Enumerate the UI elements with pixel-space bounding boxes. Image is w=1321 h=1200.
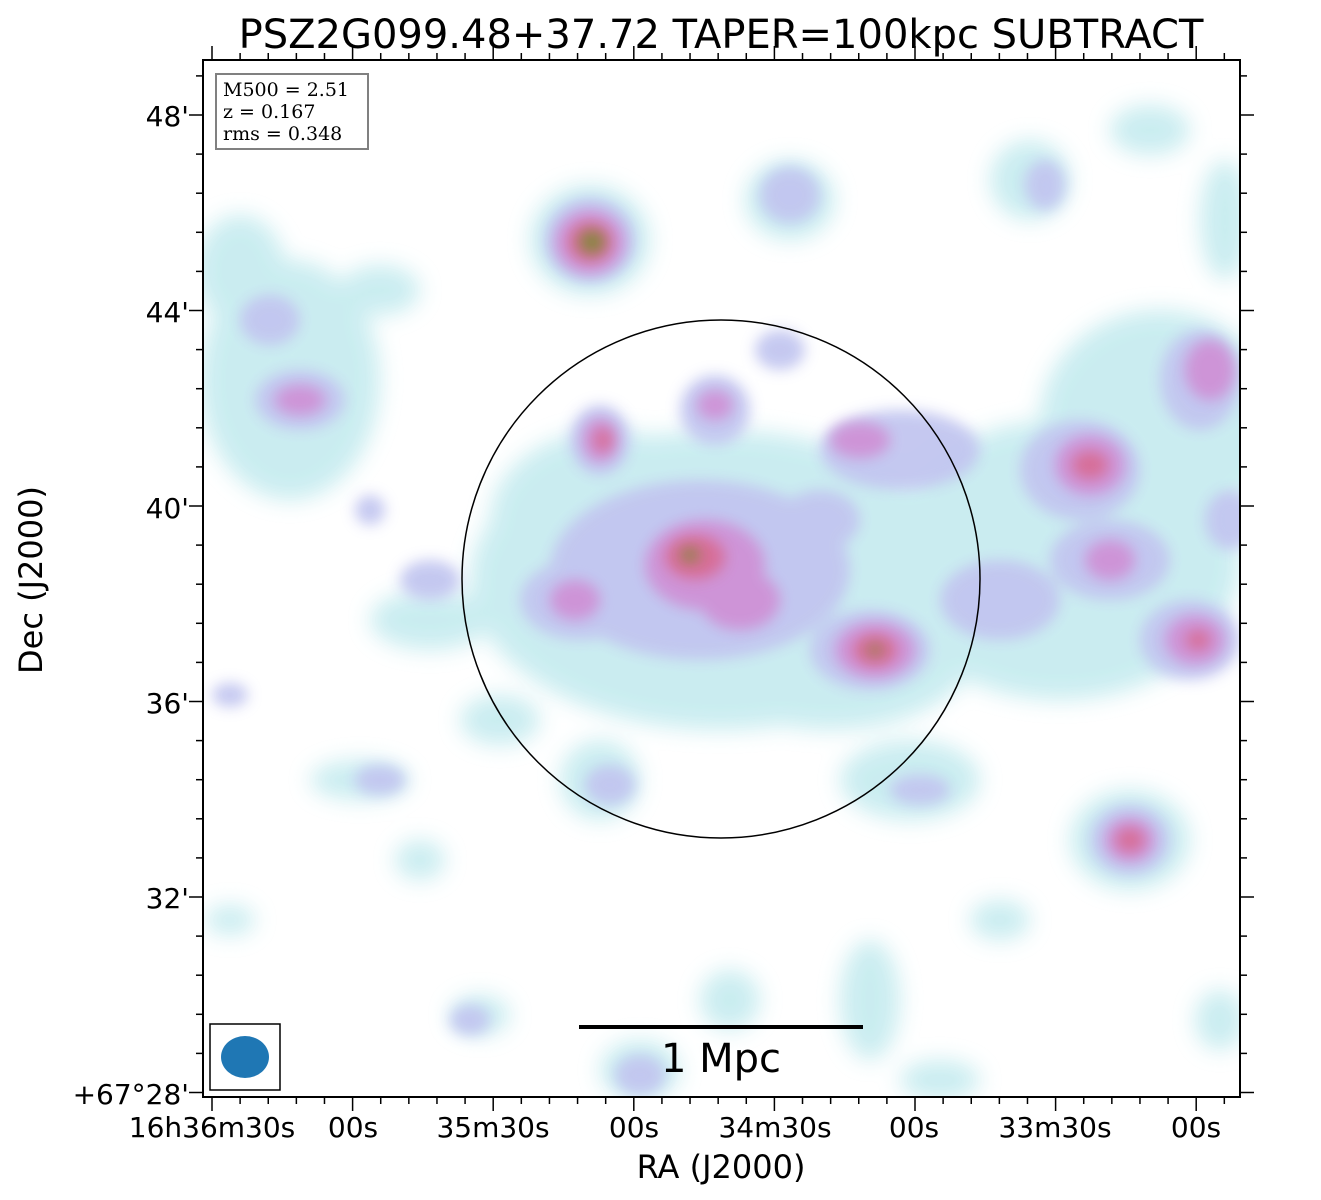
y-tick-label: 48': [146, 100, 189, 133]
y-tick-labels: 48' 44' 40' 36' 32' +67°28': [73, 100, 189, 1111]
y-tick-label: 40': [146, 492, 189, 525]
figure-title: PSZ2G099.48+37.72 TAPER=100kpc SUBTRACT: [239, 12, 1204, 58]
info-box: M500 = 2.51 z = 0.167 rms = 0.348: [215, 73, 369, 150]
emission-peak-layer: [579, 230, 882, 655]
x-tick-label: 00s: [609, 1111, 659, 1144]
x-axis-label: RA (J2000): [637, 1148, 806, 1186]
info-redshift: z = 0.167: [223, 101, 315, 123]
plot-area: 1 Mpc M500 = 2.51 z = 0.167 rms = 0.348: [202, 59, 1241, 1098]
scale-bar-label: 1 Mpc: [661, 1036, 781, 1082]
y-tick-label: +67°28': [73, 1078, 189, 1111]
info-rms: rms = 0.348: [223, 123, 342, 145]
emission-map: [203, 105, 1240, 1097]
x-tick-label: 00s: [328, 1111, 378, 1144]
y-tick-label: 44': [146, 296, 189, 329]
y-axis-label: Dec (J2000): [12, 486, 50, 674]
info-m500: M500 = 2.51: [223, 79, 349, 101]
x-tick-labels: 16h36m30s 00s 35m30s 00s 34m30s 00s 33m3…: [129, 1111, 1221, 1144]
axis-ticks: [189, 46, 1254, 1111]
x-tick-label: 00s: [1171, 1111, 1221, 1144]
x-tick-label: 00s: [889, 1111, 939, 1144]
y-tick-label: 32': [146, 882, 189, 915]
plot-frame: [202, 59, 1241, 1098]
r500-circle: [461, 319, 981, 839]
x-tick-label: 33m30s: [998, 1111, 1111, 1144]
beam-ellipse: [221, 1036, 269, 1078]
x-tick-label: 34m30s: [718, 1111, 831, 1144]
y-tick-label: 36': [146, 687, 189, 720]
x-tick-label: 35m30s: [436, 1111, 549, 1144]
x-tick-label: 16h36m30s: [129, 1111, 296, 1144]
